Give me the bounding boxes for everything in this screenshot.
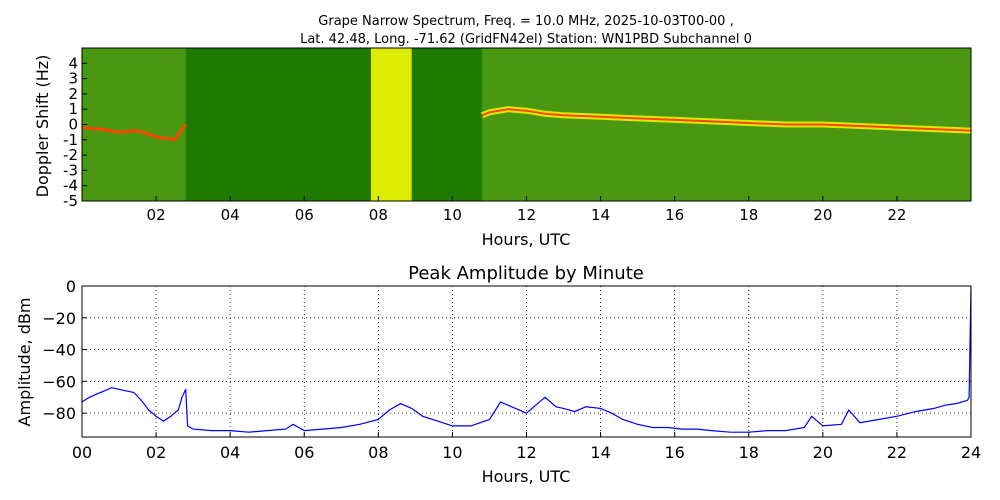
amplitude-title: Peak Amplitude by Minute	[408, 263, 644, 284]
amplitude-panel: Peak Amplitude by Minute 00 02 04 06 08 10 12 1…	[15, 263, 981, 486]
spectrogram-x-ticks: 02 04 06 08 10 12 14 16 18 20 22	[147, 196, 906, 224]
amplitude-x-ticks: 00 02 04 06 08 10 12 14 16 18 20 22 24	[72, 432, 981, 462]
spectrogram-x-tick-label: 04	[221, 206, 240, 224]
spectrogram-y-tick-label: -5	[63, 192, 78, 210]
spectrogram-y-tick-label: 1	[68, 100, 78, 118]
spectrogram-x-tick-label: 06	[295, 206, 314, 224]
figure-title-line1: Grape Narrow Spectrum, Freq. = 10.0 MHz,…	[318, 14, 733, 29]
amplitude-x-tick-label: 04	[220, 443, 240, 462]
spectrogram-y-label: Doppler Shift (Hz)	[33, 55, 52, 198]
spectrogram-x-tick-label: 16	[665, 206, 684, 224]
spectrogram-x-label: Hours, UTC	[482, 230, 571, 249]
spectrogram-x-tick-label: 22	[887, 206, 906, 224]
amplitude-x-label: Hours, UTC	[482, 467, 571, 486]
spectrogram-band-0	[82, 48, 186, 201]
amplitude-y-ticks: 0 −20 −40 −60 −80	[42, 277, 87, 423]
spectrogram-x-tick-label: 20	[813, 206, 832, 224]
amplitude-y-tick-label: −60	[42, 372, 76, 391]
amplitude-x-tick-label: 08	[368, 443, 388, 462]
spectrogram-y-tick-label: 2	[68, 85, 78, 103]
spectrogram-x-tick-label: 18	[739, 206, 758, 224]
figure-title-line2: Lat. 42.48, Long. -71.62 (GridFN42el) St…	[300, 32, 752, 47]
amplitude-x-tick-label: 18	[739, 443, 759, 462]
amplitude-x-tick-label: 24	[961, 443, 981, 462]
spectrogram-y-tick-label: 4	[68, 54, 78, 72]
amplitude-x-tick-label: 14	[590, 443, 610, 462]
amplitude-x-tick-label: 10	[442, 443, 462, 462]
amplitude-x-tick-label: 06	[294, 443, 314, 462]
spectrogram-x-tick-label: 08	[369, 206, 388, 224]
spectrogram-image	[82, 48, 971, 201]
amplitude-y-tick-label: −20	[42, 309, 76, 328]
spectrogram-y-tick-label: -4	[63, 177, 78, 195]
spectrogram-x-tick-label: 14	[591, 206, 610, 224]
spectrogram-trace-segment-1	[481, 108, 971, 132]
amplitude-y-tick-label: −40	[42, 341, 76, 360]
amplitude-x-tick-label: 16	[664, 443, 684, 462]
amplitude-x-tick-label: 00	[72, 443, 92, 462]
amplitude-series-line	[82, 286, 971, 433]
amplitude-x-tick-label: 02	[146, 443, 166, 462]
spectrogram-x-tick-label: 12	[517, 206, 536, 224]
spectrogram-x-tick-label: 02	[147, 206, 166, 224]
spectrogram-doppler-trace	[82, 123, 187, 142]
amplitude-grid	[82, 286, 971, 437]
spectrogram-band-1	[370, 48, 412, 201]
amplitude-y-tick-label: −80	[42, 404, 76, 423]
spectrogram-y-tick-label: -1	[63, 131, 78, 149]
amplitude-x-tick-label: 20	[813, 443, 833, 462]
amplitude-y-tick-label: 0	[66, 277, 76, 296]
spectrogram-y-tick-label: -3	[63, 161, 78, 179]
spectrogram-y-tick-label: 0	[68, 116, 78, 134]
spectrogram-x-tick-label: 10	[443, 206, 462, 224]
amplitude-x-tick-label: 22	[887, 443, 907, 462]
amplitude-x-tick-label: 12	[516, 443, 536, 462]
spectrogram-y-tick-label: -2	[63, 146, 78, 164]
amplitude-y-label: Amplitude, dBm	[15, 298, 34, 427]
spectrogram-y-tick-label: 3	[68, 70, 78, 88]
